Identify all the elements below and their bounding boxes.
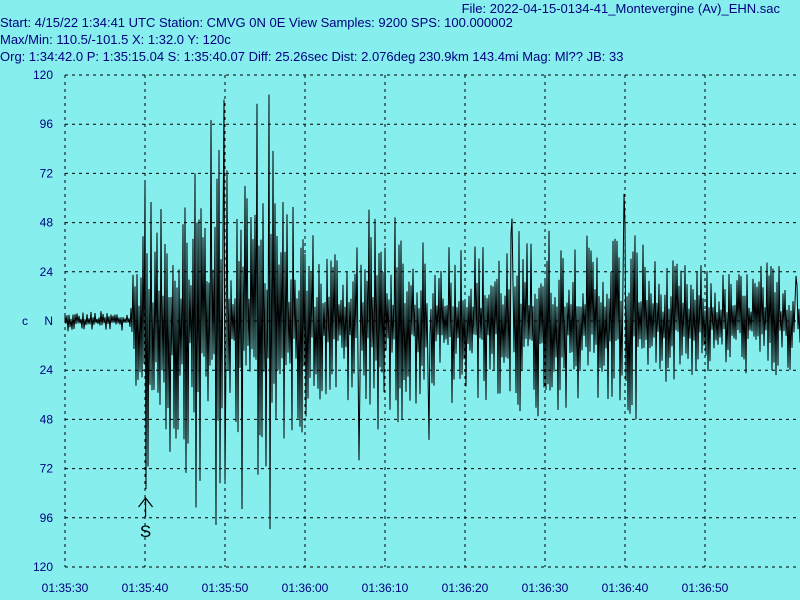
pick-label: S [140, 522, 151, 541]
pick-arrowhead [138, 497, 154, 508]
x-tick-label-0: 01:35:30 [42, 581, 89, 595]
x-tick-label-6: 01:36:30 [522, 581, 569, 595]
y-axis-ticks: 120 96 72 48 24 N 24 48 72 96 120 c [22, 68, 53, 574]
y-unit-label: c [22, 314, 28, 328]
x-axis-ticks: 01:35:30 01:35:40 01:35:50 01:36:00 01:36:10… [42, 581, 729, 595]
x-tick-label-4: 01:36:10 [362, 581, 409, 595]
file-name-label: File: 2022-04-15-0134-41_Montevergine (A… [461, 1, 780, 16]
y-tick-label-9: 96 [40, 511, 54, 525]
x-tick-label-5: 01:36:20 [442, 581, 489, 595]
y-tick-label-0: 120 [33, 68, 53, 82]
y-tick-label-1: 96 [40, 117, 54, 131]
x-tick-label-1: 01:35:40 [122, 581, 169, 595]
x-tick-label-7: 01:36:40 [602, 581, 649, 595]
event-info-label: Org: 1:34:42.0 P: 1:35:15.04 S: 1:35:40.… [0, 49, 624, 64]
max-min-label: Max/Min: 110.5/-101.5 X: 1:32.0 Y: 120c [0, 32, 231, 47]
y-tick-label-4: 24 [40, 265, 54, 279]
y-tick-label-7: 48 [40, 412, 54, 426]
start-info-label: Start: 4/15/22 1:34:41 UTC Station: CMVG… [0, 15, 513, 30]
y-tick-label-3: 48 [40, 216, 54, 230]
y-tick-label-8: 72 [40, 462, 54, 476]
x-tick-label-3: 01:36:00 [282, 581, 329, 595]
y-tick-label-2: 72 [40, 166, 54, 180]
s-wave-pick: S [138, 497, 154, 541]
seismic-trace [64, 94, 800, 530]
y-tick-label-10: 120 [33, 560, 53, 574]
x-tick-label-2: 01:35:50 [202, 581, 249, 595]
y-tick-label-5: N [44, 314, 53, 328]
x-tick-label-8: 01:36:50 [682, 581, 729, 595]
y-tick-label-6: 24 [40, 363, 54, 377]
